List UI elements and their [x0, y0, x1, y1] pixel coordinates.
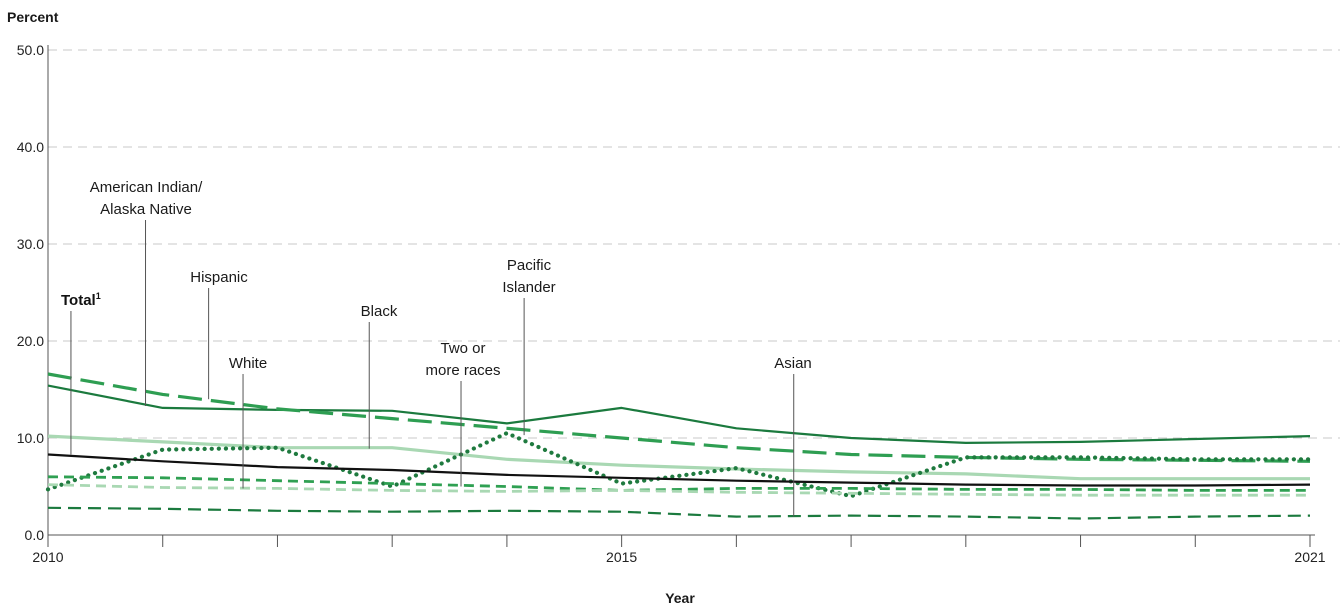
series-line-white — [47, 434, 1310, 481]
annotation-label: Islander — [502, 279, 555, 296]
series-line-total — [47, 453, 1311, 487]
series-line-asian — [47, 506, 1311, 520]
annotation-text: Total — [61, 292, 96, 309]
annotation: Total1 — [61, 291, 101, 455]
annotation-label: Alaska Native — [100, 201, 192, 218]
annotation-label: American Indian/ — [90, 179, 203, 196]
series-lines — [45, 372, 1313, 520]
annotation: American Indian/Alaska Native — [90, 179, 203, 406]
annotation-label: more races — [425, 362, 500, 379]
annotation-label: Asian — [774, 355, 812, 372]
y-tick-label: 40.0 — [17, 139, 44, 155]
footnote-marker: 1 — [96, 291, 101, 301]
annotation: Pacific Islander — [502, 257, 556, 436]
grid-lines — [48, 49, 1340, 439]
series-line-pacific-islander — [45, 431, 1313, 499]
annotation-label: Pacific — [507, 257, 552, 274]
annotation-label: Black — [361, 303, 398, 320]
annotation: Two or more races — [425, 340, 501, 487]
annotation: Black — [361, 303, 398, 449]
y-tick-label: 10.0 — [17, 430, 44, 446]
annotation-label: Total1 — [61, 291, 101, 309]
annotation: Asian — [774, 355, 812, 517]
annotation: Hispanic — [190, 269, 248, 400]
y-tick-label: 0.0 — [25, 527, 45, 543]
series-line-hispanic — [47, 372, 1311, 463]
series-line-two-or-more-races — [47, 483, 1310, 497]
annotation-label: Hispanic — [190, 269, 248, 286]
y-axis-title: Percent — [7, 9, 59, 25]
y-tick-label: 30.0 — [17, 236, 44, 252]
annotation-label: White — [229, 355, 267, 372]
axes: 0.0 10.0 20.0 30.0 40.0 50.0 2010 2015 2021 — [17, 42, 1326, 565]
x-tick-label: 2015 — [606, 549, 637, 565]
series-line-american-indian-alaska-native — [47, 384, 1311, 444]
x-axis-title: Year — [665, 590, 695, 606]
annotation-label: Two or — [440, 340, 485, 357]
series-line-black — [47, 475, 1310, 492]
x-tick-label: 2010 — [32, 549, 63, 565]
y-tick-label: 50.0 — [17, 42, 44, 58]
y-tick-label: 20.0 — [17, 333, 44, 349]
annotation: White — [229, 355, 267, 489]
x-tick-label: 2021 — [1294, 549, 1325, 565]
